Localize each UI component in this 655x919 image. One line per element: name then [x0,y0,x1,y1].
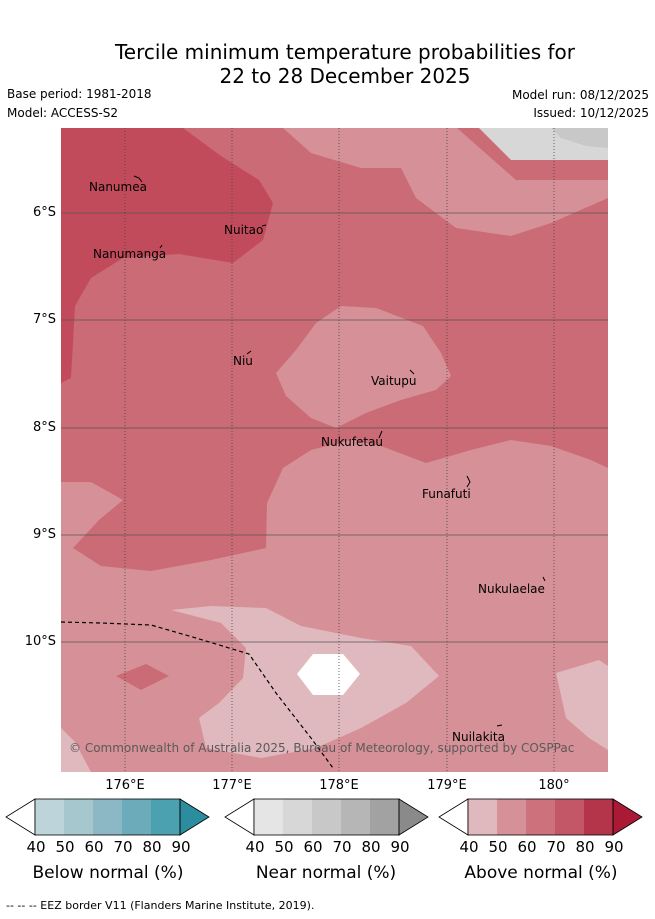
place-label-nuitao: Nuitao [224,223,264,237]
island-funafuti [466,475,471,488]
above-bin-2 [497,799,526,835]
region-above-40-50-southwest [61,728,91,772]
near-extend-low [224,798,255,836]
above-tick-60: 60 [517,838,537,856]
lon-label-180: 180° [538,778,570,793]
colorbar-above-normal [438,798,643,836]
above-bin-1 [468,799,497,835]
region-above-70-80 [61,128,273,383]
island-nuitao [261,224,267,227]
place-label-funafuti: Funafuti [422,487,471,501]
island-vaitupu [409,369,415,375]
place-label-vaitupu: Vaitupu [371,374,417,388]
region-above-50-60-north [283,128,608,236]
lat-label-8s: 8°S [32,420,56,435]
island-nuilakita [496,724,503,727]
region-above-50-60-south [61,440,608,772]
near-bin-2 [283,799,312,835]
near-frame [253,798,400,836]
place-label-nukulaelae: Nukulaelae [478,582,545,596]
lon-label-176e: 176°E [105,778,145,793]
above-frame [467,798,614,836]
above-tick-40: 40 [459,838,479,856]
lat-label-6s: 6°S [32,205,56,220]
region-near-60-70 [551,128,608,148]
above-tick-80: 80 [575,838,595,856]
near-tick-80: 80 [361,838,381,856]
probability-map [61,128,608,772]
island-nanumanga [159,244,163,249]
copyright-notice: © Commonwealth of Australia 2025, Bureau… [69,741,575,755]
below-normal-title: Below normal (%) [32,863,184,883]
near-tick-70: 70 [332,838,352,856]
colorbar-below-normal [5,798,210,836]
island-niu [246,350,252,355]
title-line-1: Tercile minimum temperature probabilitie… [114,40,576,64]
eez-footnote: -- -- -- EEZ border V11 (Flanders Marine… [6,899,315,912]
above-bin-4 [555,799,584,835]
lon-label-179e: 179°E [427,778,467,793]
below-tick-60: 60 [84,838,104,856]
above-tick-90: 90 [604,838,624,856]
island-nanumea [133,175,143,183]
place-label-nuilakita: Nuilakita [452,730,505,744]
near-tick-60: 60 [303,838,323,856]
near-bin-5 [370,799,399,835]
near-normal-title: Near normal (%) [255,863,397,883]
region-below-40 [297,654,360,695]
above-tick-50: 50 [488,838,508,856]
issued-date: Issued: 10/12/2025 [533,106,649,120]
below-bin-4 [122,799,151,835]
lon-label-177e: 177°E [212,778,252,793]
below-tick-40: 40 [26,838,46,856]
below-extend-low [5,798,36,836]
island-outlines [133,175,546,727]
above-normal-title: Above normal (%) [464,863,618,883]
base-period: Base period: 1981-2018 [7,87,152,101]
map-title: Tercile minimum temperature probabilitie… [0,40,655,88]
lat-label-9s: 9°S [32,527,56,542]
near-bin-4 [341,799,370,835]
region-above-50-60-vaitupu [276,306,451,428]
lat-label-7s: 7°S [32,312,56,327]
below-tick-70: 70 [113,838,133,856]
eez-border [61,621,334,769]
place-label-niu: Niu [233,354,253,368]
below-extend-high [179,798,210,836]
below-bin-1 [35,799,64,835]
near-bin-1 [254,799,283,835]
below-tick-80: 80 [142,838,162,856]
island-nukufetau [378,430,383,439]
above-extend-high [612,798,643,836]
meridians [124,128,555,772]
below-tick-90: 90 [171,838,191,856]
near-tick-40: 40 [245,838,265,856]
above-tick-70: 70 [546,838,566,856]
place-label-nanumanga: Nanumanga [93,247,167,261]
model-name: Model: ACCESS-S2 [7,106,119,120]
near-bin-3 [312,799,341,835]
above-extend-low [438,798,469,836]
below-bin-3 [93,799,122,835]
place-label-nukufetau: Nukufetau [321,435,384,449]
near-tick-90: 90 [390,838,410,856]
below-bin-5 [151,799,180,835]
below-tick-50: 50 [55,838,75,856]
region-above-60-70-patch [116,664,169,690]
island-nukulaelae [542,576,546,582]
colorbar-near-normal [224,798,429,836]
title-line-2: 22 to 28 December 2025 [219,64,471,88]
graticule [61,212,608,643]
region-above-40-50-east [556,660,608,750]
model-run: Model run: 08/12/2025 [511,88,649,102]
near-extend-high [398,798,429,836]
lat-label-10s: 10°S [24,634,56,649]
above-bin-5 [584,799,613,835]
place-label-nanumea: Nanumea [89,180,147,194]
near-tick-50: 50 [274,838,294,856]
below-frame [34,798,181,836]
below-bin-2 [64,799,93,835]
above-bin-3 [526,799,555,835]
lon-label-178e: 178°E [319,778,359,793]
